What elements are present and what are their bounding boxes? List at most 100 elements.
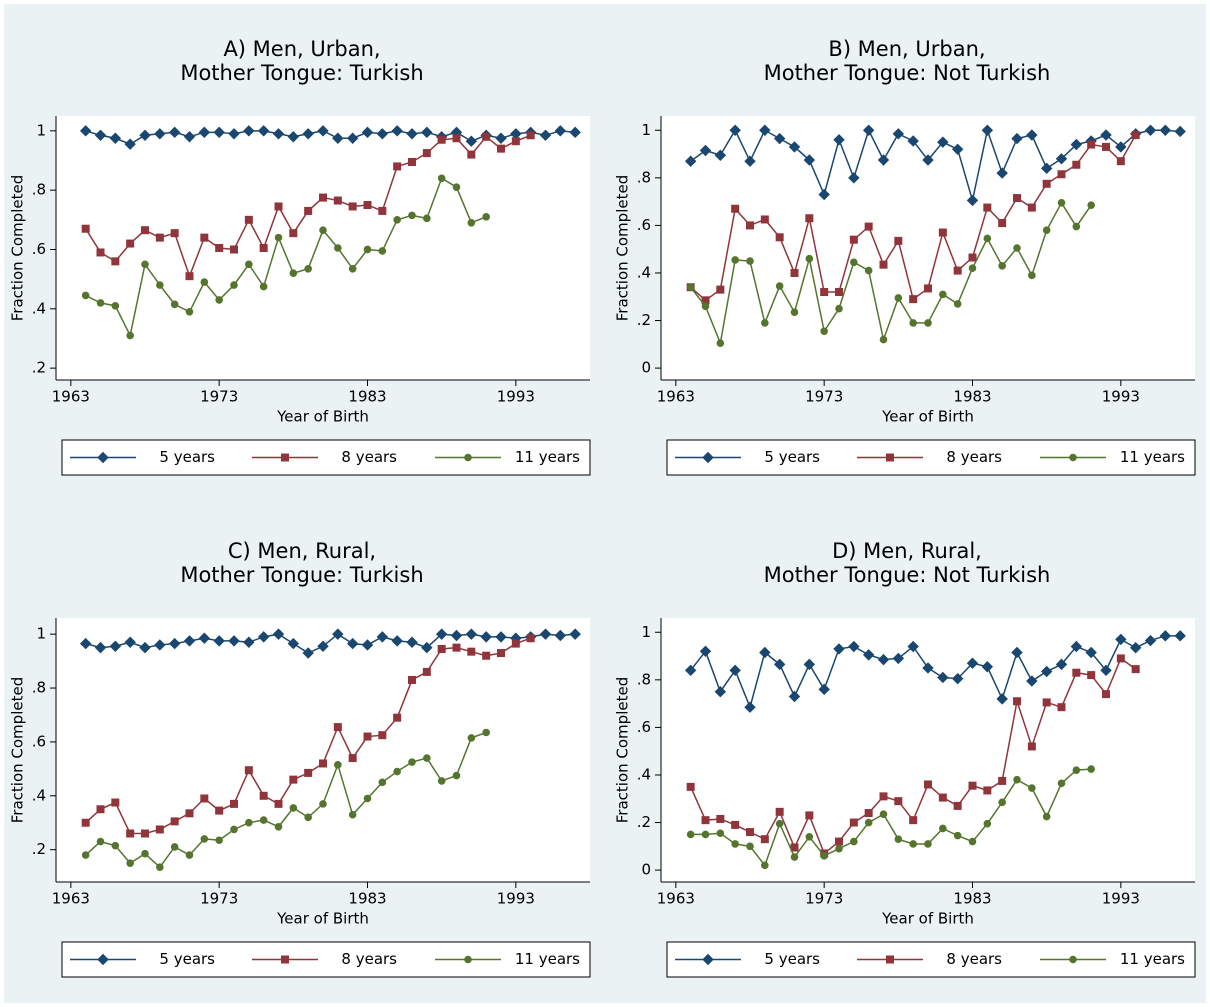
data-point — [200, 794, 209, 803]
data-point — [274, 233, 283, 242]
data-point — [983, 203, 992, 212]
chart-title: C) Men, Rural, — [228, 539, 376, 563]
data-point — [333, 723, 342, 732]
data-point — [953, 300, 962, 308]
data-point — [924, 319, 932, 327]
data-point — [1072, 222, 1081, 231]
data-point — [109, 132, 122, 144]
data-point — [332, 132, 344, 144]
data-point — [684, 155, 697, 167]
x-tick-label: 1963 — [657, 388, 695, 406]
data-point — [938, 228, 947, 237]
data-point — [862, 124, 875, 136]
data-point — [408, 211, 416, 220]
data-point — [511, 639, 520, 648]
data-point — [805, 214, 814, 223]
data-point — [213, 126, 225, 139]
data-point — [155, 233, 164, 242]
data-point — [109, 640, 122, 652]
data-point — [686, 782, 695, 791]
data-point — [378, 206, 387, 215]
y-tick-label: .8 — [32, 181, 46, 199]
data-point — [968, 264, 977, 273]
chart-title: Mother Tongue: Turkish — [180, 563, 423, 587]
data-point — [391, 125, 403, 137]
data-point — [790, 308, 799, 317]
data-point — [909, 816, 918, 825]
data-point — [511, 137, 520, 146]
data-point — [156, 281, 164, 289]
data-point — [1115, 633, 1127, 646]
data-point — [230, 825, 238, 834]
data-point — [482, 132, 491, 141]
data-point — [939, 824, 947, 833]
data-point — [1116, 654, 1125, 663]
data-point — [126, 331, 134, 340]
data-point — [361, 639, 374, 651]
legend-label: 5 years — [159, 448, 215, 466]
plot-area — [56, 116, 590, 380]
data-point — [1072, 766, 1081, 775]
data-point — [228, 635, 240, 647]
data-point — [1144, 634, 1157, 647]
data-point — [909, 295, 918, 304]
data-point — [939, 290, 947, 299]
data-point — [1057, 199, 1066, 207]
data-point — [243, 636, 255, 648]
data-point — [746, 842, 754, 851]
legend-marker — [281, 453, 289, 462]
data-point — [924, 284, 932, 293]
y-tick-label: .6 — [637, 216, 651, 234]
data-point — [892, 652, 905, 665]
data-point — [953, 266, 962, 275]
data-point — [378, 778, 387, 787]
legend-label: 8 years — [341, 448, 397, 466]
data-point — [760, 215, 769, 224]
data-point — [1011, 646, 1023, 659]
x-tick-label: 1973 — [200, 890, 238, 908]
data-point — [198, 126, 211, 139]
data-point — [406, 128, 418, 140]
data-point — [877, 154, 890, 166]
data-point — [185, 851, 194, 859]
data-point — [805, 811, 814, 820]
data-point — [998, 798, 1006, 807]
data-point — [716, 814, 725, 823]
data-point — [155, 825, 164, 834]
data-point — [215, 296, 223, 304]
data-point — [848, 172, 860, 184]
data-point — [746, 257, 754, 265]
data-point — [539, 129, 552, 141]
y-tick-label: .2 — [637, 311, 651, 329]
chart-title: Mother Tongue: Turkish — [180, 61, 423, 85]
data-point — [526, 131, 535, 140]
legend-label: 5 years — [764, 950, 820, 968]
data-point — [111, 841, 120, 850]
data-point — [334, 761, 342, 769]
data-point — [346, 132, 359, 144]
data-point — [788, 141, 801, 153]
data-point — [126, 859, 134, 867]
data-point — [1085, 646, 1097, 659]
data-point — [850, 258, 858, 267]
y-tick-label: 0 — [641, 861, 651, 879]
data-point — [1057, 170, 1066, 179]
data-point — [1057, 779, 1066, 788]
data-point — [805, 833, 814, 841]
legend-marker — [97, 451, 109, 464]
data-point — [951, 672, 964, 685]
x-axis-label: Year of Birth — [276, 408, 369, 426]
data-point — [319, 759, 327, 768]
data-point — [877, 653, 890, 666]
data-point — [879, 335, 888, 344]
data-point — [1087, 671, 1096, 680]
data-point — [393, 713, 402, 722]
data-point — [139, 641, 151, 654]
data-point — [437, 644, 446, 653]
data-point — [909, 840, 917, 848]
y-axis-label: Fraction Completed — [9, 677, 27, 823]
y-tick-label: 1 — [641, 121, 651, 139]
data-point — [170, 843, 179, 851]
data-point — [1040, 162, 1053, 175]
data-point — [996, 167, 1008, 179]
